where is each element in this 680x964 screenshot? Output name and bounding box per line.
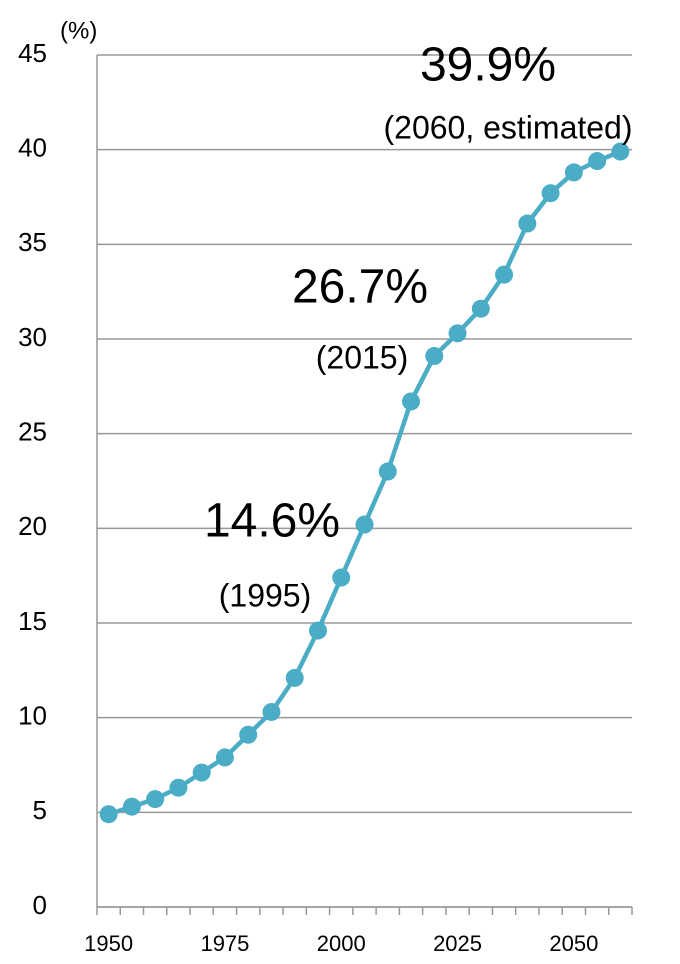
point (99, 805, 118, 824)
point (588, 152, 607, 171)
y-tick-label: 35 (18, 227, 47, 257)
point (262, 702, 281, 721)
point (448, 324, 467, 343)
point (146, 790, 165, 809)
y-tick-label: 20 (18, 511, 47, 541)
x-tick-label: 2050 (549, 931, 598, 956)
y-tick-label: 45 (18, 38, 47, 68)
annotation-value: 26.7% (292, 261, 428, 314)
point (332, 568, 351, 587)
point (402, 392, 421, 411)
y-tick-label: 30 (18, 322, 47, 352)
y-tick-label: 10 (18, 701, 47, 731)
annotation-note: (1995) (219, 577, 312, 613)
point (495, 265, 514, 284)
x-tick-label: 2025 (433, 931, 482, 956)
annotation-note: (2060, estimated) (383, 109, 632, 145)
x-tick-label: 1950 (84, 931, 133, 956)
point (122, 797, 141, 816)
point (471, 299, 490, 318)
point (215, 748, 234, 767)
x-tick-label: 1975 (200, 931, 249, 956)
y-tick-label: 40 (18, 133, 47, 163)
point (308, 621, 327, 640)
y-tick-label: 25 (18, 417, 47, 447)
point (239, 725, 258, 744)
point (518, 214, 537, 233)
point (541, 184, 560, 203)
annotation-value: 14.6% (204, 495, 340, 548)
point (611, 142, 630, 161)
annotation-value: 39.9% (420, 39, 556, 92)
y-unit: (%) (60, 17, 97, 44)
y-tick-label: 5 (33, 795, 47, 825)
point (192, 763, 211, 782)
annotation-note: (2015) (316, 339, 409, 375)
x-tick-label: 2000 (317, 931, 366, 956)
point (285, 668, 304, 687)
series-line (107, 149, 622, 817)
point (169, 778, 188, 797)
point (355, 515, 374, 534)
point (378, 462, 397, 481)
point (425, 347, 444, 366)
y-tick-label: 15 (18, 606, 47, 636)
point (564, 163, 583, 182)
y-tick-label: 0 (33, 890, 47, 920)
